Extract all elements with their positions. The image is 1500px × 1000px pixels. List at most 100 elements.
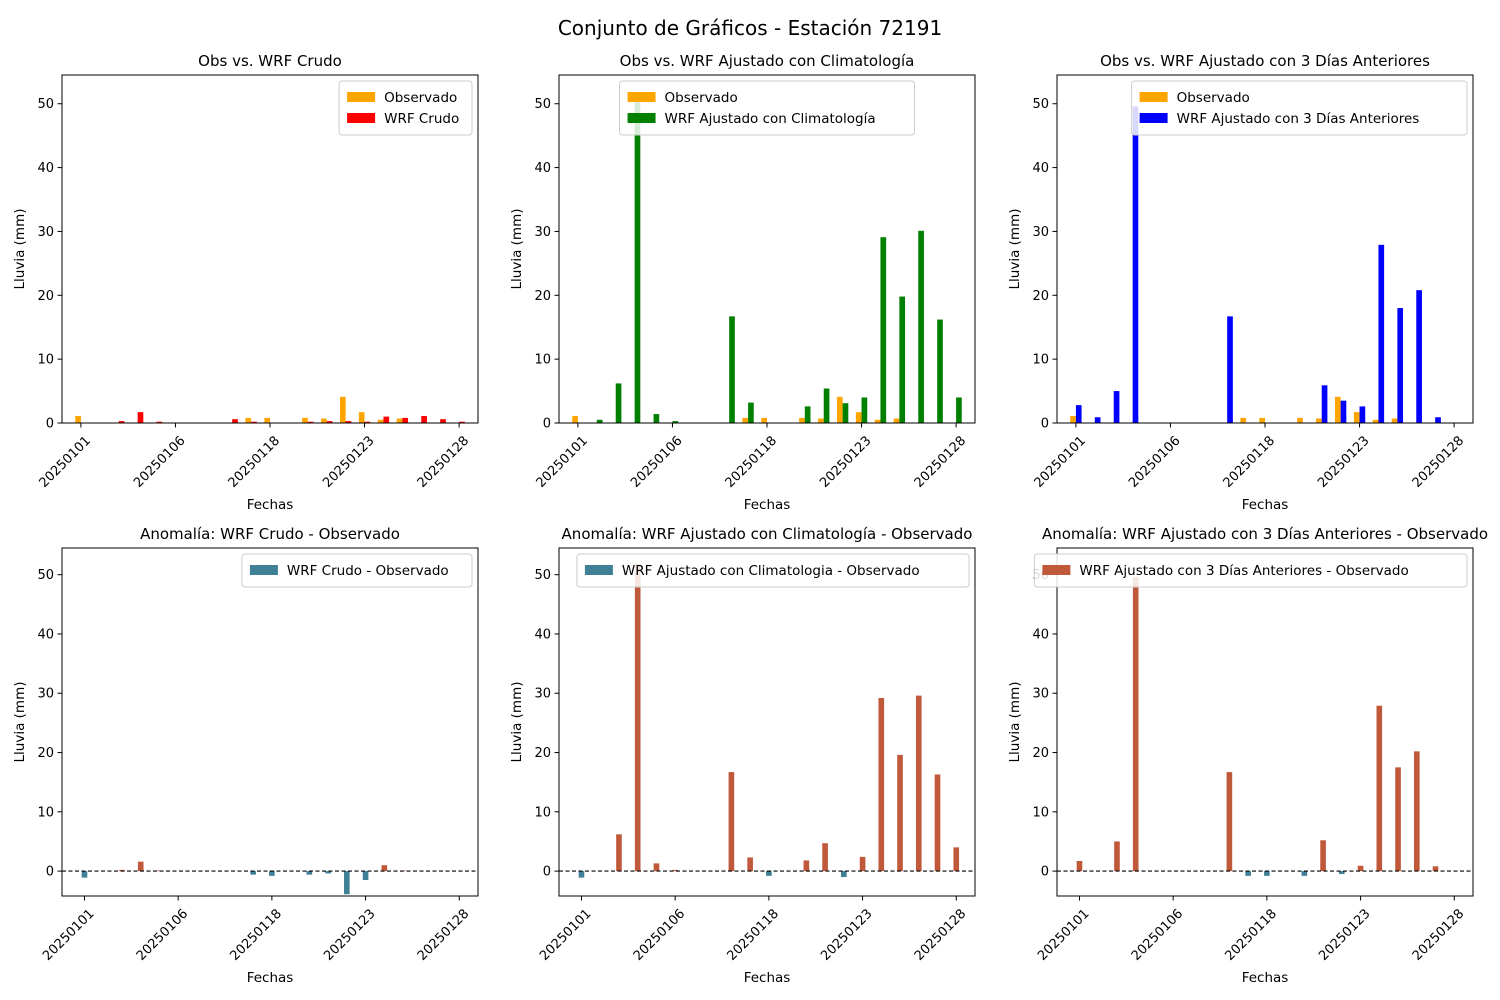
y-axis-label: Lluvia (mm)	[509, 209, 525, 290]
y-tick-label: 20	[1032, 746, 1049, 761]
bar-series-0	[1372, 419, 1379, 423]
legend-label: WRF Crudo	[384, 111, 459, 127]
bar-anomaly	[747, 857, 753, 872]
bar-series-1	[1132, 106, 1139, 423]
bar-series-1	[842, 403, 849, 423]
bar-anomaly	[897, 754, 903, 872]
bar-series-0	[245, 417, 252, 423]
y-tick-label: 40	[1032, 161, 1049, 176]
bar-anomaly	[1132, 577, 1139, 872]
legend: Observado WRF Crudo	[338, 80, 473, 136]
bar-anomaly	[822, 843, 828, 872]
x-tick-label: 20250106	[1129, 906, 1186, 963]
bar-anomaly	[934, 774, 941, 872]
bar-series-0	[874, 419, 881, 423]
bar-series-1	[345, 421, 352, 423]
bar-anomaly	[119, 869, 125, 872]
bar-series-1	[1397, 308, 1404, 423]
bar-anomaly	[1114, 841, 1120, 872]
legend-box	[1033, 553, 1468, 588]
bar-anomaly	[1320, 840, 1326, 872]
y-tick-label: 20	[534, 289, 551, 304]
y-tick-label: 10	[534, 353, 551, 368]
y-tick-label: 20	[1032, 289, 1049, 304]
y-tick-label: 40	[534, 627, 551, 642]
y-tick-label: 50	[534, 97, 551, 112]
bar-anomaly	[672, 869, 678, 872]
bar-series-0	[1070, 415, 1076, 423]
x-axis-label: Fechas	[247, 497, 294, 513]
y-tick-label: 40	[37, 627, 54, 642]
y-axis-label: Lluvia (mm)	[12, 209, 28, 290]
x-tick-label: 20250128	[1410, 906, 1467, 963]
bar-series-0	[377, 419, 384, 423]
y-tick-label: 40	[1032, 627, 1049, 642]
bar-series-0	[1316, 418, 1322, 423]
x-axis-label: Fechas	[744, 497, 791, 513]
bar-series-0	[799, 417, 805, 423]
bar-series-1	[118, 421, 125, 423]
axes-frame	[61, 547, 479, 897]
y-tick-label: 0	[46, 417, 54, 432]
bar-series-1	[1340, 400, 1347, 423]
y-tick-label: 30	[534, 687, 551, 702]
y-tick-label: 0	[1041, 865, 1049, 880]
bar-series-1	[1075, 405, 1082, 423]
bar-anomaly	[1339, 871, 1345, 875]
bar-anomaly	[1376, 705, 1383, 872]
bar-anomaly	[878, 697, 885, 872]
bar-series-1	[326, 421, 333, 423]
y-tick-label: 30	[1032, 225, 1049, 240]
bar-series-0	[1334, 396, 1341, 423]
legend-label: WRF Ajustado con Climatología	[665, 111, 876, 127]
bar-anomaly	[803, 860, 810, 872]
y-tick-label: 20	[37, 289, 54, 304]
y-tick-label: 40	[37, 161, 54, 176]
legend: Observado WRF Ajustado con Climatología	[619, 80, 915, 136]
bar-series-1	[899, 296, 906, 423]
bar-anomaly	[766, 871, 772, 876]
legend: WRF Ajustado con Climatologia - Observad…	[576, 553, 970, 588]
bar-series-1	[1378, 244, 1385, 423]
bar-anomaly	[1226, 772, 1233, 872]
bar-series-1	[383, 416, 390, 423]
bar-series-1	[615, 383, 622, 423]
legend-label: WRF Crudo - Observado	[287, 563, 449, 579]
bar-series-0	[1240, 417, 1247, 423]
axes-frame	[558, 547, 976, 897]
y-tick-label: 30	[1032, 687, 1049, 702]
bar-series-1	[156, 421, 163, 423]
bar-anomaly	[1245, 871, 1251, 876]
bar-anomaly	[1301, 871, 1308, 876]
bar-series-1	[440, 419, 446, 423]
bar-anomaly	[137, 861, 144, 872]
bar-anomaly	[728, 772, 735, 872]
bar-series-1	[251, 421, 257, 423]
bar-series-0	[1297, 417, 1303, 423]
y-tick-label: 20	[534, 746, 551, 761]
x-axis-label: Fechas	[1242, 970, 1289, 986]
bar-series-1	[861, 397, 868, 423]
bar-series-0	[264, 417, 270, 423]
bar-series-1	[459, 421, 465, 423]
y-tick-label: 10	[37, 353, 54, 368]
legend: WRF Ajustado con 3 Días Anteriores - Obs…	[1033, 553, 1468, 588]
bar-anomaly	[1076, 861, 1083, 872]
bar-anomaly	[344, 871, 350, 895]
legend-swatch	[347, 113, 376, 123]
legend-box	[241, 553, 473, 588]
y-tick-label: 0	[1041, 417, 1049, 432]
chart-title: Obs vs. WRF Ajustado con Climatología	[620, 52, 915, 70]
bar-series-1	[804, 406, 811, 423]
y-tick-label: 0	[46, 865, 54, 880]
chart-title: Anomalía: WRF Crudo - Observado	[140, 525, 400, 543]
y-tick-label: 50	[37, 568, 54, 583]
bar-anomaly	[1395, 767, 1401, 872]
legend-swatch	[1042, 565, 1071, 575]
bar-series-0	[302, 417, 308, 423]
bar-series-0	[855, 412, 862, 423]
chart-title: Obs vs. WRF Ajustado con 3 Días Anterior…	[1100, 52, 1430, 70]
y-tick-label: 10	[37, 805, 54, 820]
